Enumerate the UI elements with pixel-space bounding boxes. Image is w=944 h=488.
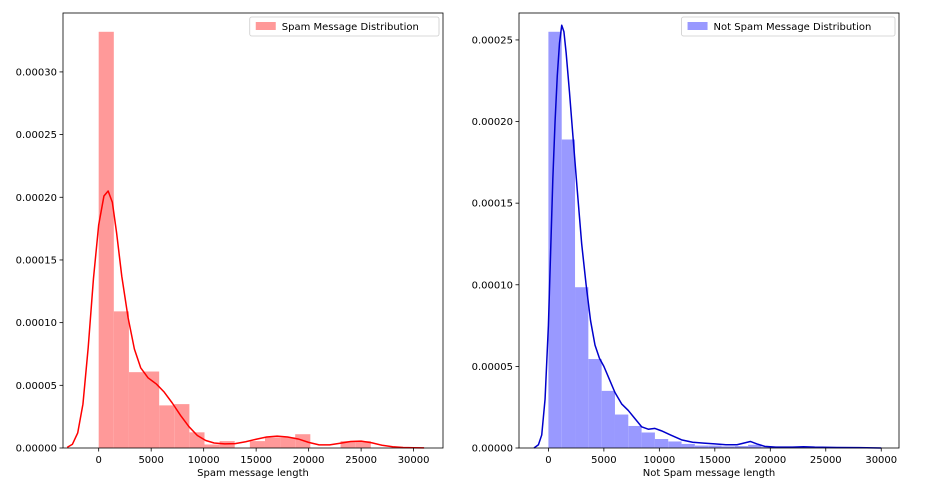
chart-2-bar-10: [681, 443, 695, 448]
chart-2-bar-15: [748, 444, 762, 448]
chart-2-xlabel: Not Spam message length: [643, 468, 775, 479]
chart-1-legend-box: [249, 16, 440, 37]
chart-1-bar-10: [249, 441, 265, 448]
chart-1-xtick-label-6: 30000: [398, 455, 430, 466]
chart-1-bar-3: [144, 371, 160, 448]
chart-1-legend: Spam Message Distribution: [249, 16, 440, 37]
chart-1-xtick-label-3: 15000: [240, 455, 272, 466]
chart-2-bar-7: [641, 432, 655, 448]
chart-1-xtick-label-4: 20000: [293, 455, 325, 466]
chart-1-ytick-label-4: 0.00020: [16, 193, 57, 204]
chart-2-bar-8: [654, 439, 669, 448]
chart-2-bar-4: [601, 390, 615, 448]
chart-2: 0 5000 10000 15000 20000 25000 30000 0.00000 0.0…: [472, 12, 900, 479]
chart-2-bar-5: [614, 414, 629, 448]
chart-1-xtick-label-2: 10000: [188, 455, 220, 466]
chart-1-ytick-label-3: 0.00015: [16, 255, 57, 266]
chart-1-bar-5: [174, 404, 190, 448]
chart-1: 0 5000 10000 15000 20000 25000 30000 0.00000 0.0…: [16, 12, 444, 479]
chart-2-ytick-label-1: 0.00005: [472, 362, 513, 373]
chart-2-xtick-label-2: 10000: [643, 455, 675, 466]
chart-2-bar-3: [588, 359, 602, 448]
chart-1-bar-8: [219, 441, 235, 448]
chart-2-ytick-label-0: 0.00000: [472, 444, 513, 455]
chart-1-xlabel: Spam message length: [197, 468, 309, 479]
chart-2-bars: [548, 31, 882, 449]
chart-2-xtick-label-0: 0: [545, 455, 551, 466]
chart-1-bar-6: [189, 432, 205, 448]
chart-2-ytick-label-3: 0.00015: [472, 199, 513, 210]
chart-2-legend: Not Spam Message Distribution: [681, 16, 896, 37]
chart-2-ytick-label-4: 0.00020: [472, 117, 513, 128]
chart-2-legend-label: Not Spam Message Distribution: [714, 22, 872, 33]
chart-1-legend-label: Spam Message Distribution: [282, 22, 419, 33]
chart-2-bar-0: [548, 31, 562, 449]
chart-1-bar-4: [159, 405, 175, 448]
chart-2-legend-box: [681, 16, 896, 37]
chart-2-xtick-label-6: 30000: [865, 455, 897, 466]
chart-1-bars: [98, 31, 371, 449]
chart-2-bar-6: [628, 425, 642, 448]
chart-1-bar-7: [204, 444, 220, 448]
chart-2-ytick-label-5: 0.00025: [472, 35, 513, 46]
chart-2-bar-14: [734, 446, 749, 448]
chart-2-bar-1: [561, 139, 576, 448]
chart-1-ytick-label-5: 0.00025: [16, 130, 57, 141]
chart-2-bar-9: [668, 441, 682, 448]
chart-2-xtick-label-1: 5000: [591, 455, 616, 466]
chart-2-axes-frame: [518, 12, 900, 449]
chart-1-xtick-label-0: 0: [96, 455, 102, 466]
chart-1-axes-frame: [62, 12, 444, 449]
chart-2-bar-11: [694, 445, 709, 448]
chart-2-bar-12: [708, 445, 722, 448]
chart-1-bar-12: [280, 437, 296, 448]
chart-1-bar-17: [355, 441, 371, 448]
chart-1-ytick-label-0: 0.00000: [16, 444, 57, 455]
chart-1-kde-line: [66, 190, 425, 449]
chart-1-bar-16: [340, 441, 356, 448]
chart-2-bar-2: [575, 287, 589, 448]
chart-2-ytick-label-2: 0.00010: [472, 280, 513, 291]
chart-1-bar-0: [98, 31, 114, 449]
chart-1-bar-1: [113, 311, 129, 448]
chart-2-bar-13: [721, 446, 735, 448]
chart-1-bar-2: [128, 372, 145, 448]
chart-2-xtick-label-5: 25000: [810, 455, 842, 466]
chart-1-legend-swatch: [255, 22, 276, 30]
chart-1-ytick-label-6: 0.00030: [16, 67, 57, 78]
chart-2-xtick-label-4: 20000: [754, 455, 786, 466]
chart-1-ytick-label-1: 0.00005: [16, 381, 57, 392]
chart-1-xtick-label-5: 25000: [345, 455, 377, 466]
chart-2-bar-16: [761, 447, 775, 448]
chart-2-kde-line: [533, 24, 882, 449]
chart-1-xtick-label-1: 5000: [138, 455, 163, 466]
chart-2-legend-swatch: [687, 22, 708, 30]
chart-1-bar-11: [264, 437, 281, 448]
chart-2-xtick-label-3: 15000: [699, 455, 731, 466]
chart-1-ytick-label-2: 0.00010: [16, 318, 57, 329]
